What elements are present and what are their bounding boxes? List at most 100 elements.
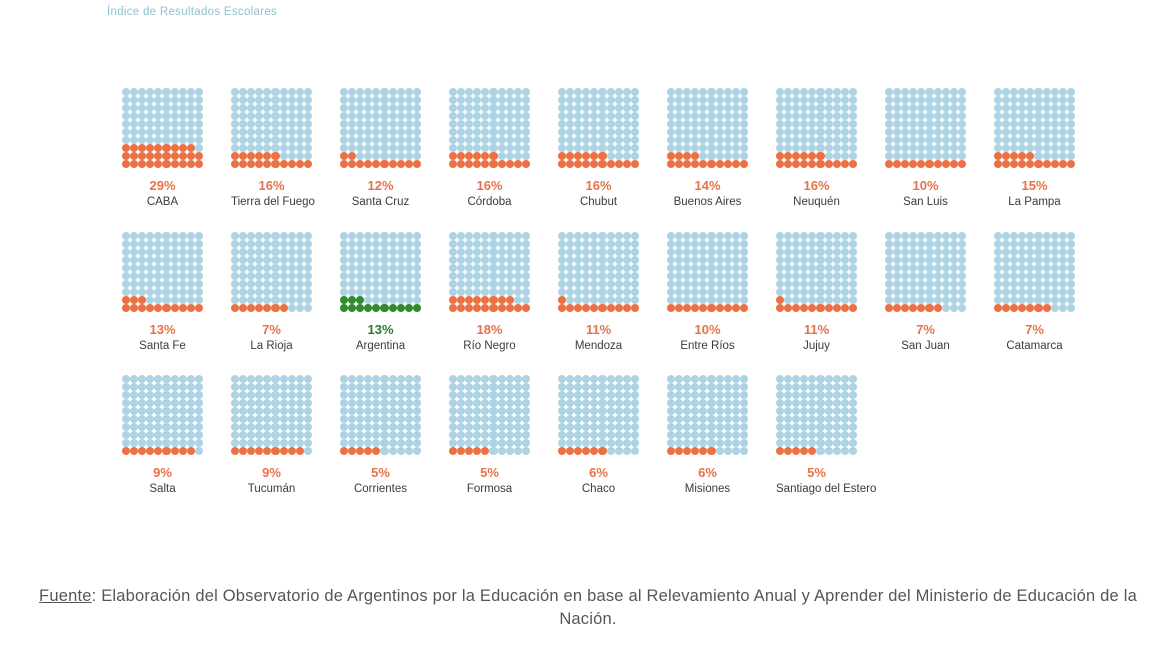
empty-dot	[723, 120, 732, 129]
empty-dot	[909, 279, 918, 288]
empty-dot	[816, 407, 825, 416]
empty-dot	[348, 399, 357, 408]
empty-dot	[295, 295, 304, 304]
empty-dot	[808, 120, 817, 129]
empty-dot	[340, 136, 349, 145]
empty-dot	[497, 431, 506, 440]
waffle-grid-santa-cruz	[340, 88, 421, 169]
value-label-la-rioja: 7%	[262, 321, 281, 337]
empty-dot	[263, 415, 272, 424]
empty-dot	[792, 383, 801, 392]
empty-dot	[1042, 247, 1051, 256]
empty-dot	[630, 231, 639, 240]
empty-dot	[691, 231, 700, 240]
empty-dot	[840, 104, 849, 113]
empty-dot	[497, 136, 506, 145]
empty-dot	[194, 399, 203, 408]
empty-dot	[287, 415, 296, 424]
empty-dot	[1002, 287, 1011, 296]
empty-dot	[178, 112, 187, 121]
value-label-jujuy: 11%	[803, 321, 830, 337]
empty-dot	[840, 120, 849, 129]
empty-dot	[707, 431, 716, 440]
empty-dot	[255, 399, 264, 408]
empty-dot	[558, 144, 567, 153]
empty-dot	[723, 104, 732, 113]
empty-dot	[630, 112, 639, 121]
filled-dot	[263, 447, 272, 456]
empty-dot	[364, 96, 373, 105]
empty-dot	[255, 144, 264, 153]
empty-dot	[893, 247, 902, 256]
filled-dot	[247, 152, 256, 161]
empty-dot	[885, 231, 894, 240]
empty-dot	[598, 128, 607, 137]
empty-dot	[489, 263, 498, 272]
waffle-chart-buenos-aires: 14% Buenos Aires	[667, 88, 748, 210]
filled-dot	[489, 152, 498, 161]
empty-dot	[1026, 287, 1035, 296]
empty-dot	[186, 231, 195, 240]
filled-dot	[263, 160, 272, 169]
empty-dot	[715, 383, 724, 392]
empty-dot	[614, 375, 623, 384]
empty-dot	[465, 128, 474, 137]
empty-dot	[558, 112, 567, 121]
empty-dot	[683, 407, 692, 416]
empty-dot	[348, 104, 357, 113]
empty-dot	[194, 383, 203, 392]
empty-dot	[154, 415, 163, 424]
empty-dot	[473, 375, 482, 384]
empty-dot	[715, 112, 724, 121]
empty-dot	[356, 287, 365, 296]
empty-dot	[138, 120, 147, 129]
empty-dot	[731, 279, 740, 288]
empty-dot	[303, 423, 312, 432]
filled-dot	[372, 160, 381, 169]
empty-dot	[481, 144, 490, 153]
empty-dot	[396, 120, 405, 129]
empty-dot	[457, 407, 466, 416]
empty-dot	[122, 231, 131, 240]
empty-dot	[521, 88, 530, 97]
empty-dot	[279, 255, 288, 264]
empty-dot	[816, 112, 825, 121]
empty-dot	[800, 407, 809, 416]
empty-dot	[489, 375, 498, 384]
empty-dot	[582, 295, 591, 304]
filled-dot	[917, 303, 926, 312]
empty-dot	[824, 128, 833, 137]
empty-dot	[1002, 128, 1011, 137]
empty-dot	[255, 383, 264, 392]
empty-dot	[590, 263, 599, 272]
empty-dot	[287, 279, 296, 288]
empty-dot	[622, 263, 631, 272]
empty-dot	[388, 447, 397, 456]
empty-dot	[1066, 303, 1075, 312]
empty-dot	[723, 263, 732, 272]
empty-dot	[340, 383, 349, 392]
empty-dot	[162, 247, 171, 256]
empty-dot	[776, 375, 785, 384]
empty-dot	[404, 391, 413, 400]
empty-dot	[715, 439, 724, 448]
filled-dot	[170, 160, 179, 169]
empty-dot	[792, 104, 801, 113]
empty-dot	[162, 391, 171, 400]
empty-dot	[231, 231, 240, 240]
empty-dot	[941, 303, 950, 312]
empty-dot	[848, 439, 857, 448]
empty-dot	[1002, 239, 1011, 248]
filled-dot	[271, 447, 280, 456]
empty-dot	[271, 279, 280, 288]
empty-dot	[675, 104, 684, 113]
empty-dot	[739, 423, 748, 432]
empty-dot	[832, 375, 841, 384]
empty-dot	[630, 447, 639, 456]
empty-dot	[287, 120, 296, 129]
empty-dot	[1034, 96, 1043, 105]
empty-dot	[489, 279, 498, 288]
filled-dot	[481, 447, 490, 456]
empty-dot	[994, 144, 1003, 153]
empty-dot	[800, 399, 809, 408]
